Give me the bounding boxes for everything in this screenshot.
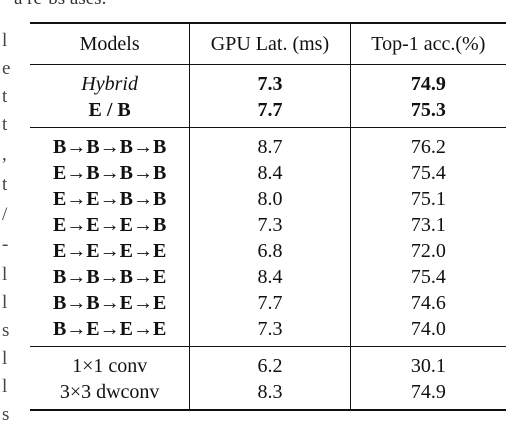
table-row: E→E→E→E 6.8 72.0 [30, 238, 506, 264]
latency-cell: 6.2 [189, 346, 351, 379]
latency-cell: 6.8 [189, 238, 351, 264]
accuracy-cell: 75.4 [410, 266, 446, 288]
left-margin-text: l e t t , t / - l l s l l s [0, 24, 22, 440]
latency-cell: 8.0 [189, 186, 351, 212]
margin-char: t [2, 114, 8, 135]
results-table: Models GPU Lat. (ms) Top-1 acc.(%) Hybri… [30, 22, 506, 411]
latency-cell: 7.3 [189, 212, 351, 238]
accuracy-cell: 73.1 [410, 214, 446, 236]
table-row: B→B→B→B 8.7 76.2 [30, 127, 506, 160]
header-row: Models GPU Lat. (ms) Top-1 acc.(%) [30, 23, 506, 65]
model-cell: E→E→E→B [30, 212, 191, 238]
margin-char: l [2, 348, 8, 369]
model-cell: E→E→E→E [30, 238, 191, 264]
margin-char: s [2, 320, 10, 341]
accuracy-cell: 76.2 [410, 136, 446, 158]
accuracy-cell: 30.1 [410, 355, 446, 377]
latency-cell: 7.7 [189, 97, 351, 128]
latency-cell: 7.3 [189, 316, 351, 347]
latency-cell: 7.3 [189, 64, 351, 97]
margin-char: / [2, 204, 8, 225]
model-cell: E→E→B→B [30, 186, 191, 212]
accuracy-cell: 72.0 [410, 240, 446, 262]
header-gpu-latency: GPU Lat. (ms) [189, 23, 351, 65]
accuracy-cell: 75.3 [410, 99, 446, 121]
margin-char: l [2, 292, 8, 313]
margin-char: l [2, 376, 8, 397]
table-row: E / B 7.7 75.3 [30, 97, 506, 128]
table-row: B→E→E→E 7.3 74.0 [30, 316, 506, 347]
margin-char: e [2, 58, 11, 79]
margin-char: l [2, 264, 8, 285]
table-row: E→E→E→B 7.3 73.1 [30, 212, 506, 238]
header-top1-accuracy: Top-1 acc.(%) [371, 33, 486, 55]
latency-cell: 7.7 [189, 290, 351, 316]
accuracy-cell: 75.1 [410, 188, 446, 210]
model-cell: B→B→B→E [30, 264, 191, 290]
model-cell: 3×3 dwconv [30, 379, 191, 410]
margin-char: l [2, 30, 8, 51]
margin-char: , [2, 144, 7, 165]
table-row: B→B→B→E 8.4 75.4 [30, 264, 506, 290]
accuracy-cell: 74.0 [410, 318, 446, 340]
table-row: 3×3 dwconv 8.3 74.9 [30, 379, 506, 410]
accuracy-cell: 74.6 [410, 292, 446, 314]
latency-cell: 8.3 [189, 379, 351, 410]
margin-char: t [2, 174, 8, 195]
table-row: B→B→E→E 7.7 74.6 [30, 290, 506, 316]
model-cell: B→B→B→B [30, 127, 191, 160]
table-row: E→B→B→B 8.4 75.4 [30, 160, 506, 186]
margin-char: s [2, 404, 10, 425]
accuracy-cell: 74.9 [410, 381, 446, 403]
margin-char: - [2, 234, 9, 255]
latency-cell: 8.4 [189, 160, 351, 186]
accuracy-cell: 74.9 [410, 73, 446, 95]
latency-cell: 8.7 [189, 127, 351, 160]
cropped-text-fragment: a re-bs ases. [14, 0, 106, 10]
header-models: Models [30, 23, 191, 65]
latency-cell: 8.4 [189, 264, 351, 290]
model-cell: B→E→E→E [30, 316, 191, 347]
model-cell: E / B [30, 97, 191, 128]
table-row: Hybrid 7.3 74.9 [30, 64, 506, 97]
margin-char: t [2, 86, 8, 107]
model-cell: Hybrid [30, 64, 191, 97]
table-row: E→E→B→B 8.0 75.1 [30, 186, 506, 212]
model-cell: E→B→B→B [30, 160, 191, 186]
model-cell: 1×1 conv [30, 346, 191, 379]
accuracy-cell: 75.4 [410, 162, 446, 184]
model-cell: B→B→E→E [30, 290, 191, 316]
table-row: 1×1 conv 6.2 30.1 [30, 346, 506, 379]
